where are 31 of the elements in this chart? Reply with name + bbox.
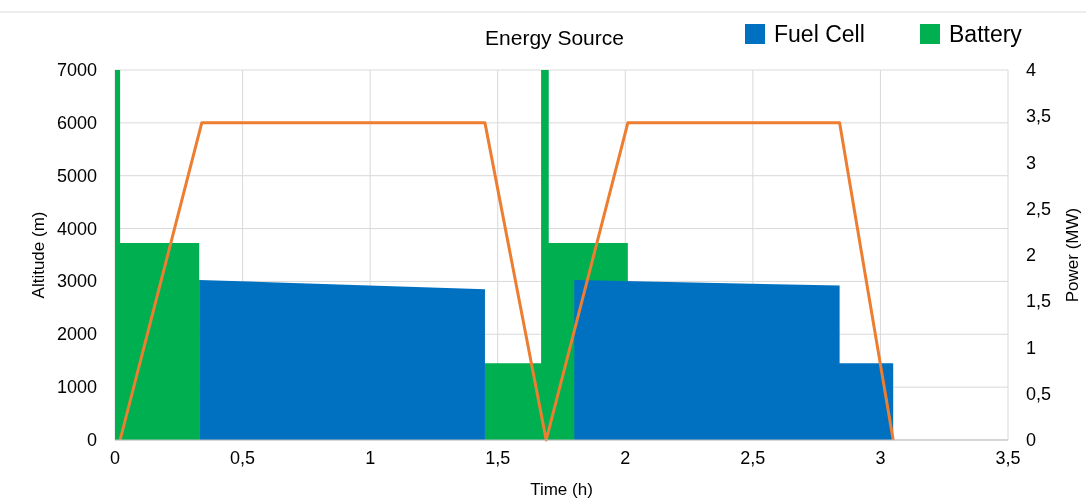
- y2-axis-title: Power (MW): [1063, 207, 1082, 303]
- y-tick-label: 0: [86, 430, 97, 450]
- x-tick-label: 2: [620, 448, 631, 468]
- x-tick-label: 0,5: [230, 448, 256, 468]
- legend-label: Fuel Cell: [774, 21, 865, 47]
- x-tick-label: 3: [875, 448, 886, 468]
- x-tick-label: 2,5: [740, 448, 766, 468]
- y2-tick-label: 2: [1026, 245, 1037, 265]
- y-tick-label: 2000: [56, 324, 97, 345]
- y-tick-label: 4000: [56, 218, 97, 239]
- y-tick-label: 1000: [56, 377, 97, 398]
- x-tick-label: 1,5: [485, 448, 511, 468]
- y2-tick-label: 1: [1026, 337, 1037, 358]
- y-tick-label: 6000: [56, 112, 97, 133]
- legend-label: Battery: [949, 21, 1023, 47]
- y2-tick-label: 3,5: [1026, 106, 1052, 127]
- y2-tick-label: 2,5: [1026, 198, 1052, 219]
- y2-tick-label: 1,5: [1026, 291, 1052, 312]
- x-axis-title: Time (h): [530, 480, 593, 499]
- y2-tick-label: 0: [1026, 430, 1037, 450]
- y2-tick-label: 3: [1026, 152, 1037, 173]
- y2-tick-label: 4: [1026, 60, 1037, 80]
- y-tick-label: 5000: [56, 165, 97, 186]
- x-tick-label: 1: [365, 448, 376, 468]
- y2-tick-label: 0,5: [1026, 383, 1052, 404]
- chart-title: Energy Source: [485, 26, 624, 49]
- y-tick-label: 3000: [56, 271, 97, 292]
- y-tick-label: 7000: [56, 60, 97, 80]
- x-tick-label: 0: [109, 448, 121, 468]
- y-axis-title: Altitude (m): [29, 211, 48, 299]
- x-tick-label: 3,5: [995, 448, 1021, 468]
